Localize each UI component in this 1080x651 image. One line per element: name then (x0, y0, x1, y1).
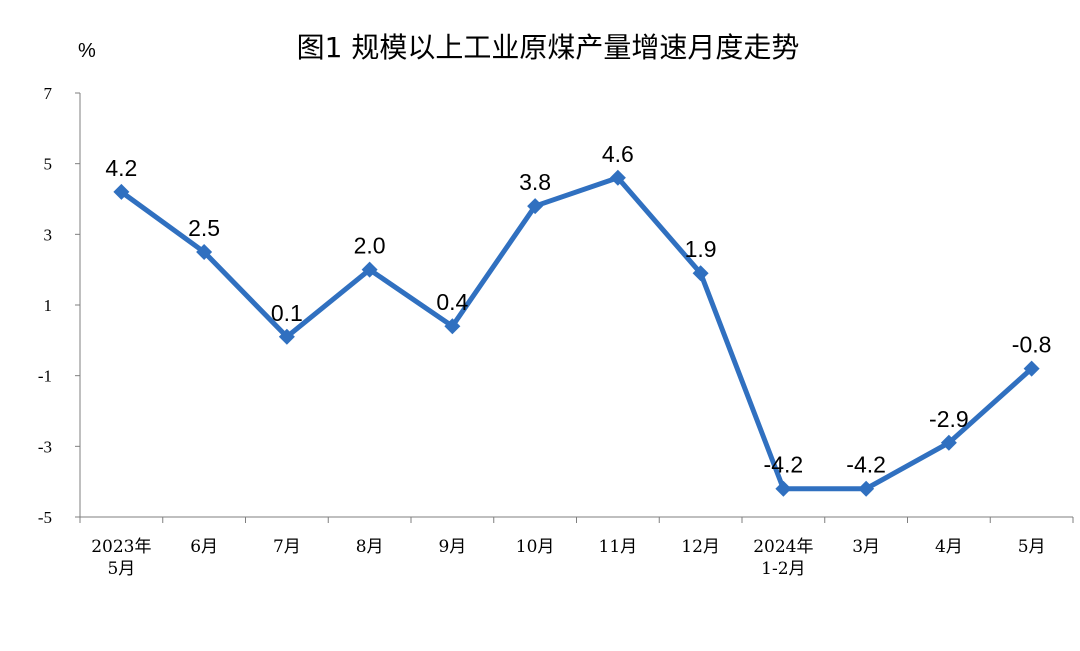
y-tick-label: 7 (44, 84, 53, 103)
data-label: 4.2 (105, 155, 137, 181)
data-label: 0.4 (436, 289, 468, 315)
data-label: 1.9 (685, 236, 717, 262)
data-point-marker (1023, 360, 1040, 377)
data-point-marker (196, 244, 213, 260)
x-tick-label: 11月 (599, 537, 638, 557)
y-tick-label: -5 (38, 508, 52, 527)
y-tick-label: 1 (44, 296, 53, 315)
x-tick-label: 8月 (356, 537, 384, 557)
x-tick-label: 4月 (935, 537, 963, 557)
x-tick-label: 7月 (273, 537, 301, 557)
x-tick-label: 5月 (1018, 537, 1046, 557)
x-tick-label: 2023年 5月 (91, 537, 151, 579)
data-label: 0.1 (271, 300, 303, 326)
y-axis-ticks: 7 5 3 1 -1 -3 -5 (38, 84, 80, 527)
x-tick-label: 6月 (190, 537, 218, 557)
data-point-marker (609, 169, 626, 186)
x-tick-label: 9月 (438, 537, 466, 557)
data-point-marker (527, 198, 544, 215)
x-tick-label: 3月 (852, 537, 880, 557)
data-label: 2.5 (188, 215, 220, 241)
data-point-marker (444, 318, 461, 335)
data-label: 4.6 (602, 141, 634, 167)
data-point-marker (113, 183, 130, 200)
chart-title: 图1 规模以上工业原煤产量增速月度走势 (297, 31, 800, 64)
data-point-marker (940, 434, 957, 451)
data-point-marker (692, 265, 709, 282)
x-tick-label: 10月 (516, 537, 555, 557)
data-point-marker (278, 328, 295, 345)
y-tick-label: 5 (44, 155, 53, 174)
y-tick-label: -1 (38, 367, 52, 386)
data-label: -4.2 (764, 452, 804, 478)
data-label: -4.2 (846, 452, 886, 478)
data-label: -2.9 (929, 406, 969, 432)
axes (79, 93, 1073, 518)
data-label: 2.0 (354, 233, 386, 259)
y-tick-label: -3 (38, 437, 52, 456)
y-axis-unit: % (78, 40, 96, 62)
data-label: 3.8 (519, 169, 551, 195)
data-labels: 4.2 2.5 0.1 2.0 0.4 3.8 4.6 1.9 -4.2 -4.2 -2.9 -0.8 (105, 141, 1051, 478)
data-label: -0.8 (1012, 332, 1052, 358)
data-point-marker (858, 480, 875, 497)
data-point-marker (775, 480, 792, 497)
x-axis-ticks: 2023年 5月 6月 7月 8月 9月 10月 11月 12月 2024年 1-2月 3月 4月 5月 (79, 517, 1074, 579)
data-point-marker (361, 261, 378, 278)
x-tick-label: 2024年 1-2月 (753, 537, 813, 579)
series-group (113, 169, 1040, 497)
series-line (118, 175, 1035, 492)
y-tick-label: 3 (44, 225, 53, 244)
x-tick-label: 12月 (681, 537, 720, 557)
